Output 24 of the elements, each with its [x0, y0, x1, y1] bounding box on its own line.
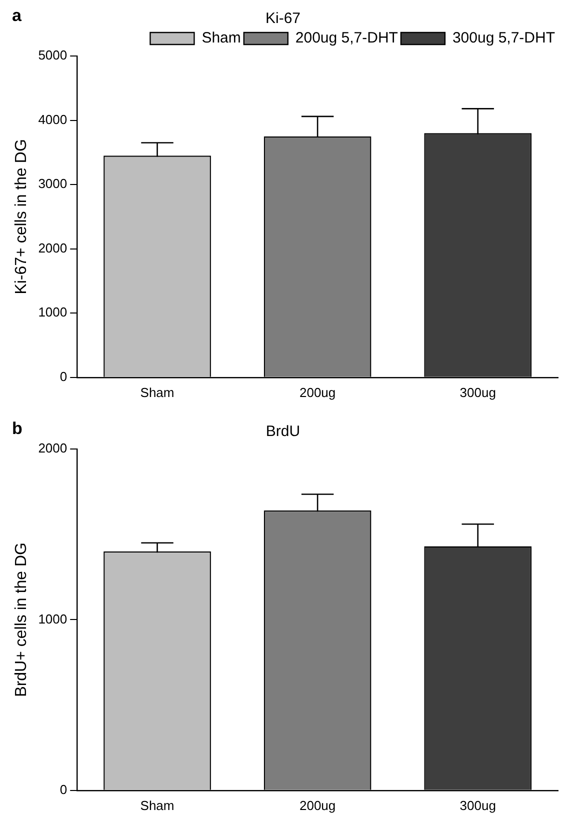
chart-title: BrdU [266, 423, 300, 440]
chart-title: Ki-67 [265, 10, 301, 28]
y-axis-title: Ki-67+ cells in the DG [13, 139, 30, 294]
y-tick-label: 1000 [38, 304, 68, 320]
x-tick-label: 200ug [299, 384, 336, 400]
text: b [12, 419, 22, 439]
y-tick-label: 4000 [38, 112, 68, 127]
x-tick-label: Sham [140, 384, 174, 400]
legend-label: 300ug 5,7-DHT [452, 30, 556, 47]
x-tick-label: 300ug [460, 798, 496, 813]
y-tick-label: 5000 [38, 48, 68, 63]
y-tick-label: 0 [60, 782, 68, 797]
text: a [12, 6, 22, 26]
y-tick-label: 2000 [38, 440, 68, 456]
y-tick-label: 2000 [38, 240, 68, 256]
y-tick-label: 0 [60, 368, 68, 384]
y-tick-label: 3000 [38, 176, 68, 192]
x-tick-label: 300ug [460, 384, 496, 400]
x-tick-label: 200ug [299, 798, 336, 813]
legend-label: Sham [202, 30, 241, 47]
x-tick-label: Sham [140, 798, 174, 813]
y-tick-label: 1000 [38, 611, 68, 626]
legend-label: 200ug 5,7-DHT [295, 30, 398, 47]
y-axis-title: BrdU+ cells in the DG [13, 542, 30, 697]
